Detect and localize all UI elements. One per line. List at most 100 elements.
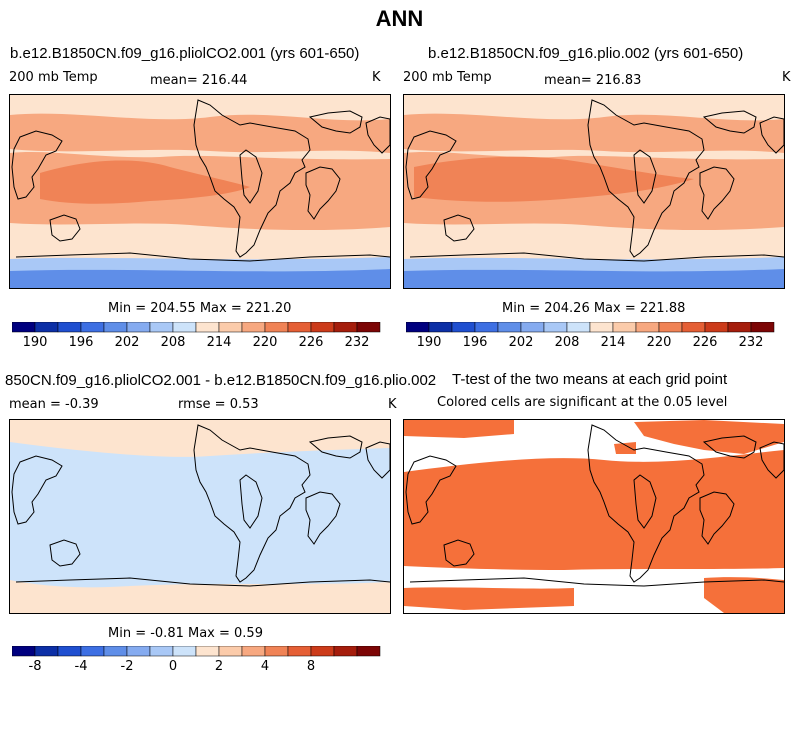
coastline-europe <box>365 116 390 154</box>
colorbar-tick-label: 190 <box>23 335 48 350</box>
colorbar-tick-label: 202 <box>115 335 140 350</box>
colorbar-cell <box>57 646 82 657</box>
coastline-africa-west <box>239 149 263 204</box>
colorbar-3: -8 -4 -2 0 2 4 8 <box>12 646 392 676</box>
diff-negative-region <box>10 442 390 588</box>
colorbar-cell <box>34 322 59 333</box>
colorbar-cell <box>333 646 358 657</box>
temp-warm-core <box>414 156 694 202</box>
colorbar-cell <box>356 322 381 333</box>
colorbar-tick-label: 202 <box>509 335 534 350</box>
colorbar-cell <box>241 646 266 657</box>
colorbar-tick-label: 196 <box>463 335 488 350</box>
colorbar-cell <box>218 646 243 657</box>
panel3-stats: Min = -0.81 Max = 0.59 <box>108 626 263 641</box>
colorbar-tick-label: -8 <box>29 659 42 674</box>
colorbar-cell <box>474 322 499 333</box>
coastline-australia <box>443 539 475 567</box>
colorbar-tick-label: 8 <box>307 659 315 674</box>
colorbar-cell <box>34 646 59 657</box>
coastline-europe <box>759 441 784 479</box>
colorbar-cell <box>589 322 614 333</box>
ttest-region-small <box>614 442 636 454</box>
coastline-australia <box>443 214 475 242</box>
panel4-title: T-test of the two means at each grid poi… <box>452 371 728 388</box>
colorbar-tick-label: 0 <box>169 659 177 674</box>
panel2-mean: mean= 216.83 <box>544 73 642 88</box>
colorbar-cell <box>727 322 752 333</box>
colorbar-tick-label: 4 <box>261 659 269 674</box>
panel1-variable: 200 mb Temp <box>9 70 98 85</box>
colorbar-tick-label: 232 <box>739 335 764 350</box>
colorbar-cell <box>103 646 128 657</box>
colorbar-tick-label: 208 <box>161 335 186 350</box>
colorbar-tick-label: 226 <box>693 335 718 350</box>
ttest-region-ne <box>634 420 784 454</box>
colorbar-cell <box>195 646 220 657</box>
ttest-region-nw <box>404 420 514 438</box>
ttest-region-sw <box>404 587 574 610</box>
panel2-stats: Min = 204.26 Max = 221.88 <box>502 301 686 316</box>
colorbar-cell <box>681 322 706 333</box>
colorbar-tick-label: 220 <box>647 335 672 350</box>
coastline-africa <box>699 166 735 220</box>
colorbar-cell <box>264 322 289 333</box>
temp-band-north <box>404 113 784 153</box>
panel1-mean: mean= 216.44 <box>150 73 248 88</box>
ttest-region-tropics <box>404 450 784 570</box>
coastline-africa-west <box>633 149 657 204</box>
panel2-title: b.e12.B1850CN.f09_g16.plio.002 (yrs 601-… <box>428 45 744 62</box>
colorbar-tick-label: 214 <box>601 335 626 350</box>
panel3-units: K <box>388 397 397 412</box>
colorbar-cell <box>80 322 105 333</box>
coastline-europe <box>365 441 390 479</box>
temp-warm-core <box>40 160 250 204</box>
panel4-subtitle: Colored cells are significant at the 0.0… <box>437 395 728 410</box>
colorbar-cell <box>543 322 568 333</box>
colorbar-cell <box>287 646 312 657</box>
colorbar-cell <box>428 322 453 333</box>
coastline-africa-west <box>239 474 263 529</box>
coastline-antarctica <box>15 577 390 587</box>
panel2-units: K <box>782 70 791 85</box>
colorbar-tick-label: 196 <box>69 335 94 350</box>
panel1-stats: Min = 204.55 Max = 221.20 <box>108 301 292 316</box>
coastline-australia <box>49 539 81 567</box>
colorbar-cell <box>704 322 729 333</box>
colorbar-tick-label: 190 <box>417 335 442 350</box>
coastline-europe <box>759 116 784 154</box>
colorbar-cell <box>497 322 522 333</box>
map-panel-1 <box>9 94 391 289</box>
panel3-mean: mean = -0.39 <box>9 397 99 412</box>
colorbar-cell <box>126 646 151 657</box>
temp-colder-band <box>404 269 784 288</box>
coastline-asia-east <box>11 455 63 525</box>
colorbar-tick-label: 220 <box>253 335 278 350</box>
temp-band-north <box>10 113 390 153</box>
coastline-antarctica <box>409 577 784 587</box>
coastline-americas <box>193 99 311 258</box>
colorbar-tick-label: 208 <box>555 335 580 350</box>
colorbar-cell <box>566 322 591 333</box>
colorbar-cell <box>612 322 637 333</box>
coastline-africa <box>305 491 341 545</box>
panel3-title: 850CN.f09_g16.pliolCO2.001 - b.e12.B1850… <box>5 372 437 389</box>
colorbar-cell <box>103 322 128 333</box>
coastline-antarctica <box>15 252 390 262</box>
colorbar-cell <box>356 646 381 657</box>
map-panel-4 <box>403 419 785 614</box>
colorbar-cell <box>333 322 358 333</box>
colorbar-cell <box>287 322 312 333</box>
colorbar-cell <box>126 322 151 333</box>
coastline-africa <box>699 491 735 545</box>
colorbar-cell <box>218 322 243 333</box>
colorbar-cell <box>310 322 335 333</box>
colorbar-cell <box>310 646 335 657</box>
coastline-americas <box>587 99 705 258</box>
colorbar-cell <box>635 322 660 333</box>
map-panel-2 <box>403 94 785 289</box>
colorbar-1: 190 196 202 208 214 220 226 232 <box>12 322 392 352</box>
colorbar-2: 190 196 202 208 214 220 226 232 <box>406 322 786 352</box>
colorbar-cell <box>12 322 36 333</box>
coastline-africa <box>305 166 341 220</box>
